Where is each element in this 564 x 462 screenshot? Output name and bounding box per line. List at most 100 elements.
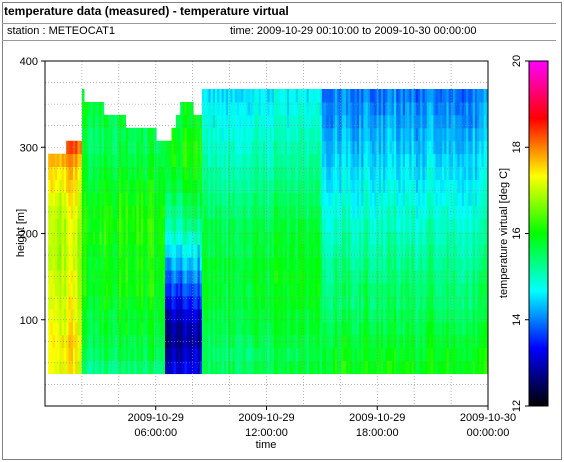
heatmap-cell (134, 166, 137, 180)
heatmap-cell (59, 166, 63, 180)
heatmap-cell (289, 218, 292, 232)
heatmap-cell (422, 231, 426, 245)
heatmap-cell (130, 166, 133, 180)
heatmap-cell (112, 296, 116, 310)
heatmap-cell (332, 334, 336, 349)
heatmap-cell (103, 218, 107, 232)
heatmap-cell (52, 166, 56, 180)
heatmap-cell (306, 321, 310, 336)
heatmap-cell (413, 257, 417, 271)
heatmap-cell (474, 308, 478, 323)
heatmap-cell (411, 153, 415, 168)
heatmap-cell (365, 308, 369, 323)
heatmap-cell (178, 270, 181, 284)
heatmap-cell (448, 347, 452, 362)
heatmap-cell (169, 244, 172, 258)
heatmap-cell (173, 321, 177, 336)
heatmap-cell (95, 127, 98, 142)
heatmap-cell (130, 257, 133, 271)
heatmap-cell (339, 179, 342, 193)
heatmap-cell (201, 114, 205, 129)
heatmap-cell (158, 244, 162, 258)
heatmap-cell (378, 127, 382, 142)
heatmap-cell (238, 296, 242, 310)
heatmap-cell (428, 127, 432, 142)
heatmap-cell (123, 321, 127, 336)
heatmap-cell (262, 218, 266, 232)
heatmap-cell (236, 192, 240, 206)
heatmap-cell (230, 127, 233, 142)
heatmap-cell (230, 231, 233, 245)
heatmap-cell (313, 192, 316, 206)
heatmap-cell (378, 231, 382, 245)
heatmap-cell (317, 283, 321, 297)
heatmap-cell (191, 347, 194, 362)
heatmap-cell (280, 244, 284, 258)
heatmap-cell (367, 244, 371, 258)
heatmap-cell (361, 270, 364, 284)
heatmap-cell (167, 321, 170, 336)
heatmap-cell (134, 244, 137, 258)
heatmap-cell (380, 257, 384, 271)
heatmap-cell (433, 296, 436, 310)
heatmap-cell (79, 296, 83, 310)
heatmap-cell (321, 101, 325, 116)
heatmap-cell (407, 192, 410, 206)
heatmap-cell (241, 179, 244, 193)
heatmap-cell (295, 244, 299, 258)
heatmap-cell (389, 127, 393, 142)
heatmap-cell (230, 153, 233, 168)
heatmap-cell (304, 231, 307, 245)
heatmap-cell (418, 296, 421, 310)
heatmap-cell (356, 114, 360, 129)
heatmap-cell (350, 218, 353, 232)
heatmap-cell (178, 218, 181, 232)
heatmap-cell (210, 192, 214, 206)
heatmap-cell (444, 231, 447, 245)
heatmap-cell (356, 308, 360, 323)
heatmap-cell (101, 218, 105, 232)
heatmap-cell (341, 101, 345, 116)
heatmap-cell (424, 334, 428, 349)
heatmap-cell (262, 231, 266, 245)
heatmap-cell (310, 89, 314, 103)
heatmap-cell (324, 308, 327, 323)
heatmap-cell (175, 127, 179, 142)
heatmap-cell (389, 321, 393, 336)
heatmap-cell (394, 360, 397, 375)
heatmap-cell (433, 101, 436, 116)
heatmap-cell (201, 89, 205, 103)
heatmap-cell (330, 308, 334, 323)
heatmap-cell (247, 101, 251, 116)
heatmap-cell (116, 296, 120, 310)
heatmap-cell (97, 257, 100, 271)
heatmap-cell (236, 140, 240, 155)
heatmap-cell (446, 360, 450, 375)
heatmap-cell (409, 231, 412, 245)
heatmap-cell (453, 321, 456, 336)
heatmap-cell (154, 192, 157, 206)
heatmap-cell (258, 179, 262, 193)
heatmap-cell (267, 321, 270, 336)
heatmap-cell (282, 347, 286, 362)
heatmap-cell (396, 192, 399, 206)
heatmap-cell (234, 89, 238, 103)
heatmap-cell (97, 334, 100, 349)
heatmap-cell (354, 153, 358, 168)
heatmap-cell (479, 166, 482, 180)
heatmap-cell (267, 257, 270, 271)
heatmap-cell (361, 101, 364, 116)
heatmap-cell (232, 347, 236, 362)
heatmap-cell (367, 257, 371, 271)
heatmap-cell (319, 166, 323, 180)
heatmap-cell (147, 347, 151, 362)
heatmap-cell (75, 166, 78, 180)
heatmap-cell (173, 179, 177, 193)
heatmap-cell (332, 244, 336, 258)
heatmap-cell (225, 360, 229, 375)
heatmap-cell (178, 283, 181, 297)
heatmap-cell (182, 244, 185, 258)
heatmap-cell (184, 127, 188, 142)
heatmap-cell (68, 244, 72, 258)
heatmap-cell (459, 270, 463, 284)
